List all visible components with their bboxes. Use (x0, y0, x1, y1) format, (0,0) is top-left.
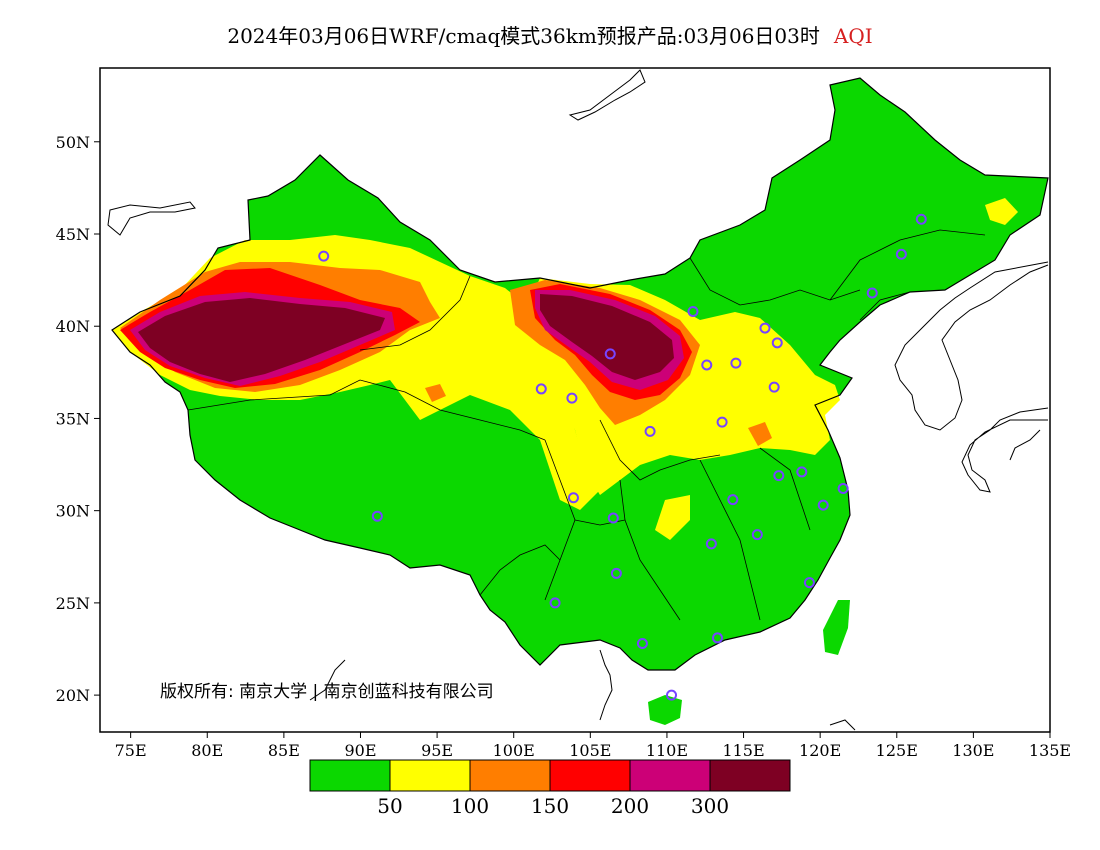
aqi-zone-moderate-ne (985, 198, 1018, 225)
legend-label: 100 (451, 794, 489, 818)
station-marker (567, 492, 579, 504)
y-tick-label: 25N (56, 594, 90, 613)
station-marker (549, 597, 561, 609)
x-axis: 75E 80E 85E 90E 95E 100E 105E 110E 115E 120E 125E 1… (115, 732, 1071, 760)
map-frame (99, 67, 1051, 733)
province-borders (187, 229, 986, 621)
x-tick-label: 110E (646, 741, 688, 760)
station-marker (915, 213, 927, 225)
station-marker (712, 632, 723, 644)
x-tick-label: 80E (191, 741, 223, 760)
station-marker (535, 383, 547, 395)
station-marker (773, 470, 785, 482)
title-pollutant: AQI (833, 24, 873, 48)
aqi-zone-orange-spot (748, 422, 772, 446)
station-marker (895, 248, 907, 260)
legend-swatch (709, 759, 791, 792)
station-marker (371, 510, 383, 522)
station-marker (751, 529, 763, 541)
aqi-zone-hazardous-east (540, 294, 674, 380)
y-tick-label: 45N (56, 225, 90, 244)
station-marker (759, 322, 771, 334)
x-tick-label: 120E (799, 741, 841, 760)
station-marker (730, 357, 742, 369)
station-markers (318, 213, 927, 701)
x-tick-label: 125E (876, 741, 918, 760)
x-tick-label: 75E (115, 741, 147, 760)
legend-swatch (629, 759, 711, 792)
station-marker (771, 337, 783, 349)
x-tick-label: 85E (268, 741, 300, 760)
station-marker (796, 466, 808, 478)
station-marker (803, 577, 815, 589)
station-marker (607, 512, 619, 524)
station-marker (716, 416, 728, 428)
aqi-zone-orange-spot2 (425, 384, 446, 402)
neighbour-coastlines (107, 69, 1049, 731)
x-tick-label: 90E (344, 741, 376, 760)
country-outline (111, 77, 1049, 671)
title-main: 2024年03月06日WRF/cmaq模式36km预报产品:03月06日03时 (227, 24, 820, 48)
aqi-zone-hazardous-west (138, 298, 385, 382)
station-marker (636, 637, 648, 649)
station-marker (817, 499, 829, 511)
map-layers (107, 69, 1049, 731)
y-tick-label: 30N (56, 502, 90, 521)
station-marker (687, 305, 699, 317)
map-title: 2024年03月06日WRF/cmaq模式36km预报产品:03月06日03时 A… (0, 20, 1100, 49)
legend-swatch (469, 759, 551, 792)
hainan-island (648, 695, 682, 725)
station-marker (604, 348, 616, 360)
legend-swatch (389, 759, 471, 792)
legend-label: 50 (377, 794, 402, 818)
station-marker (701, 359, 713, 371)
x-tick-label: 100E (493, 741, 535, 760)
station-marker (666, 689, 678, 701)
legend-swatch (309, 759, 391, 792)
aqi-zone-moderate-patch (655, 495, 690, 540)
aqi-legend: 50 100 150 200 300 (309, 759, 791, 818)
legend-label: 200 (611, 794, 649, 818)
station-marker (768, 381, 780, 393)
taiwan-island (823, 600, 850, 655)
y-tick-label: 50N (56, 133, 90, 152)
station-marker (318, 250, 330, 262)
station-marker (610, 567, 622, 579)
legend-swatch (549, 759, 631, 792)
y-tick-label: 20N (56, 686, 90, 705)
station-marker (727, 494, 739, 506)
station-marker (705, 538, 717, 550)
y-axis: 20N 25N 30N 35N 40N 45N 50N (56, 133, 100, 705)
x-tick-label: 135E (1029, 741, 1071, 760)
x-tick-label: 95E (421, 741, 453, 760)
x-tick-label: 115E (722, 741, 764, 760)
y-tick-label: 35N (56, 409, 90, 428)
copyright-text: 版权所有: 南京大学 | 南京创蓝科技有限公司 (160, 682, 494, 702)
station-marker (644, 425, 656, 437)
legend-label: 150 (531, 794, 569, 818)
x-tick-label: 130E (952, 741, 994, 760)
x-tick-label: 105E (569, 741, 611, 760)
station-marker (866, 287, 878, 299)
station-marker (837, 483, 849, 495)
y-tick-label: 40N (56, 317, 90, 336)
station-marker (566, 392, 578, 404)
legend-label: 300 (691, 794, 729, 818)
